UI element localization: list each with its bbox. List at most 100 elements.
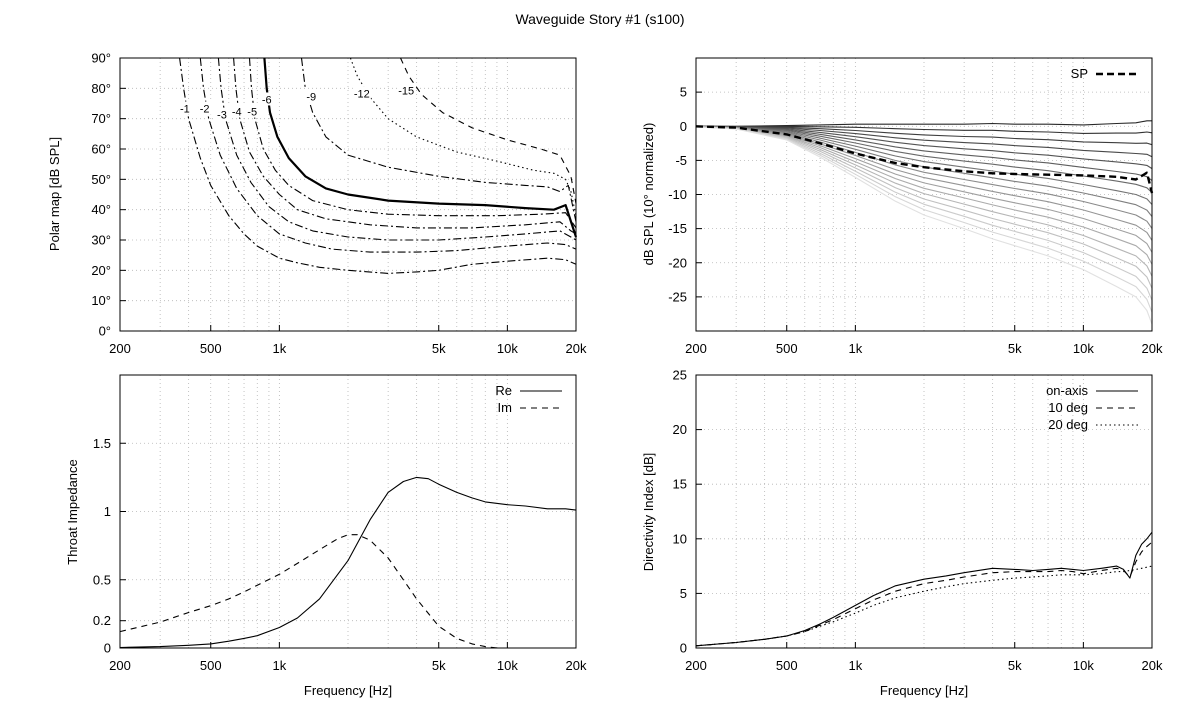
spl-y-tick-label: 5: [680, 85, 687, 100]
legend-label: on-axis: [1046, 383, 1088, 398]
spl-fan-curve: [695, 125, 1153, 182]
di-series-line: [695, 565, 1153, 647]
contour-line: [179, 57, 577, 274]
legend-label: 10 deg: [1048, 400, 1088, 415]
contour-line: [400, 57, 577, 204]
impedance-x-tick-label: 500: [200, 658, 222, 673]
spl-fan-curve: [696, 120, 1152, 127]
contour-line: [217, 57, 577, 241]
impedance-y-tick-label: 0.5: [93, 572, 111, 587]
polar-contours: [179, 57, 578, 274]
di-y-tick-label: 0: [680, 641, 687, 656]
di-x-tick-label: 500: [776, 658, 798, 673]
di-y-tick-label: 10: [673, 531, 687, 546]
di-x-tick-label: 20k: [1142, 658, 1163, 673]
contour-label-bg: [227, 104, 246, 118]
contour-label-bg: [257, 92, 276, 106]
di-x-ticks: 200 500 1k 5k 10k 20k: [685, 642, 1163, 673]
figure-title: Waveguide Story #1 (s100): [515, 11, 684, 27]
di-y-tick-label: 5: [680, 586, 687, 601]
spl-fan-curve: [695, 126, 1153, 313]
spl-x-tick-label: 1k: [848, 341, 862, 356]
di-x-tick-label: 10k: [1073, 658, 1094, 673]
polar-map-panel: -1 -2 -3 -4 -5 -6 -9 -12 -15 200 500 1k 5k 10k 20k 0°…: [47, 51, 587, 357]
polar-y-tick-label: 90°: [91, 51, 111, 66]
polar-y-ticks: 0° 10° 20° 30° 40° 50° 60° 70° 80° 90°: [91, 51, 126, 339]
impedance-x-tick-label: 1k: [272, 658, 286, 673]
impedance-x-tick-label: 5k: [432, 658, 446, 673]
spl-y-tick-label: -5: [675, 153, 687, 168]
spl-x-tick-label: 20k: [1142, 341, 1163, 356]
impedance-x-tick-label: 20k: [566, 658, 587, 673]
polar-contour-labels: -1 -2 -3 -4 -5 -6 -9 -12 -15: [175, 83, 416, 122]
spl-series: [695, 125, 1154, 194]
contour-line: [199, 57, 577, 253]
contour-line: [263, 57, 578, 238]
spl-fan-curve: [695, 126, 1153, 277]
contour-label-bg: [212, 107, 231, 121]
contour-label: -15: [398, 85, 414, 97]
contour-label-bg: [397, 83, 416, 97]
di-legend: on-axis 10 deg 20 deg: [1046, 383, 1138, 432]
spl-fan-curves: [695, 120, 1153, 325]
contour-label: -9: [306, 91, 316, 103]
spl-fan-curve: [695, 126, 1153, 289]
polar-x-tick-label: 10k: [497, 341, 518, 356]
polar-x-tick-label: 1k: [272, 341, 286, 356]
di-y-ticks: 0 5 10 15 20 25: [673, 368, 702, 656]
polar-y-tick-label: 0°: [99, 324, 111, 339]
spl-grid: [696, 58, 1152, 331]
di-y-axis-label: Directivity Index [dB]: [641, 453, 656, 572]
spl-x-tick-label: 500: [776, 341, 798, 356]
polar-y-tick-label: 20°: [91, 263, 111, 278]
impedance-series-line: [119, 476, 577, 649]
di-y-tick-label: 25: [673, 368, 687, 383]
di-y-tick-label: 15: [673, 477, 687, 492]
impedance-y-tick-label: 0: [104, 641, 111, 656]
impedance-y-tick-label: 0.2: [93, 613, 111, 628]
spl-y-tick-label: -20: [668, 255, 687, 270]
impedance-y-ticks: 0 0.2 0.5 1 1.5: [93, 436, 126, 656]
spl-fan-curve: [695, 125, 1153, 158]
spl-y-ticks: -25 -20 -15 -10 -5 0 5: [668, 85, 702, 304]
spl-fan-curve: [695, 126, 1153, 241]
polar-y-tick-label: 40°: [91, 202, 111, 217]
legend-label: SP: [1071, 66, 1088, 81]
contour-label-bg: [195, 101, 214, 115]
impedance-x-tick-label: 10k: [497, 658, 518, 673]
contour-line: [300, 57, 577, 222]
contour-label: -1: [180, 104, 190, 116]
spl-x-tick-label: 10k: [1073, 341, 1094, 356]
di-x-tick-label: 1k: [848, 658, 862, 673]
impedance-y-axis-label: Throat Impedance: [65, 459, 80, 565]
contour-label: -3: [217, 110, 227, 122]
contour-label-bg: [243, 104, 262, 118]
impedance-x-axis-label: Frequency [Hz]: [304, 683, 392, 698]
spl-panel: 200 500 1k 5k 10k 20k -25 -20 -15 -10 -5 0 5 dB SPL…: [641, 57, 1163, 356]
legend-label: 20 deg: [1048, 417, 1088, 432]
spl-fan-curve: [695, 126, 1153, 325]
contour-line: [248, 57, 577, 229]
spl-fan-curve: [695, 126, 1153, 253]
spl-legend: SP: [1071, 66, 1138, 81]
polar-y-tick-label: 50°: [91, 172, 111, 187]
di-series: [695, 531, 1153, 647]
polar-y-axis-label: Polar map [dB SPL]: [47, 137, 62, 251]
di-series-line: [695, 541, 1153, 647]
spl-x-tick-label: 200: [685, 341, 707, 356]
contour-label: -4: [232, 107, 242, 119]
impedance-series-line: [119, 534, 497, 649]
spl-fan-curve: [695, 126, 1153, 217]
legend-label: Im: [498, 400, 512, 415]
impedance-legend: Re Im: [495, 383, 562, 415]
spl-y-tick-label: -25: [668, 289, 687, 304]
contour-label-bg: [175, 101, 194, 115]
spl-fan-curve: [695, 125, 1153, 134]
contour-label: -5: [247, 107, 257, 119]
directivity-panel: 200 500 1k 5k 10k 20k 0 5 10 15 20 25 Frequency [H…: [641, 368, 1163, 699]
impedance-x-tick-label: 200: [109, 658, 131, 673]
spl-fan-curve: [695, 125, 1153, 194]
polar-y-tick-label: 80°: [91, 81, 111, 96]
di-x-tick-label: 5k: [1008, 658, 1022, 673]
